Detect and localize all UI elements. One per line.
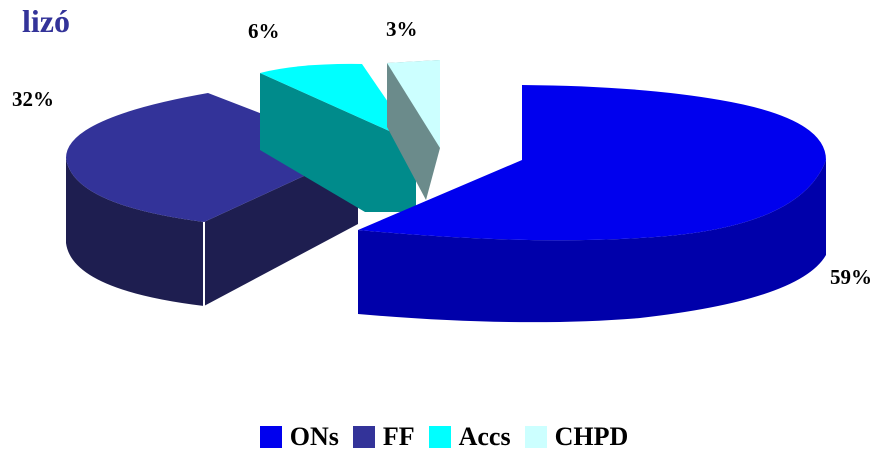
legend-label-ons: ONs xyxy=(289,422,339,451)
legend-swatch-ff xyxy=(352,426,375,448)
slice-ons xyxy=(358,85,826,323)
legend-swatch-accs xyxy=(428,426,451,448)
legend-label-accs: Accs xyxy=(458,422,511,451)
slice-accs xyxy=(260,63,416,212)
legend-label-ff: FF xyxy=(382,422,415,451)
legend-item-accs: Accs xyxy=(428,422,511,451)
label-chpd: 3% xyxy=(386,17,418,41)
label-ff: 32% xyxy=(12,87,54,111)
legend-swatch-ons xyxy=(259,426,282,448)
pie-labels: 6% 3% 32% 59% xyxy=(12,17,872,289)
legend-item-ons: ONs xyxy=(259,422,339,451)
legend-label-chpd: CHPD xyxy=(554,422,629,451)
legend-item-chpd: CHPD xyxy=(524,422,629,451)
label-accs: 6% xyxy=(248,19,280,43)
label-ons: 59% xyxy=(830,265,872,289)
legend-swatch-chpd xyxy=(524,426,547,448)
chart-legend: ONs FF Accs CHPD xyxy=(0,424,888,450)
slice-chpd xyxy=(387,60,440,200)
chart-title: lizó xyxy=(22,3,70,39)
legend-item-ff: FF xyxy=(352,422,415,451)
pie-chart: 6% 3% 32% 59% xyxy=(12,17,872,323)
